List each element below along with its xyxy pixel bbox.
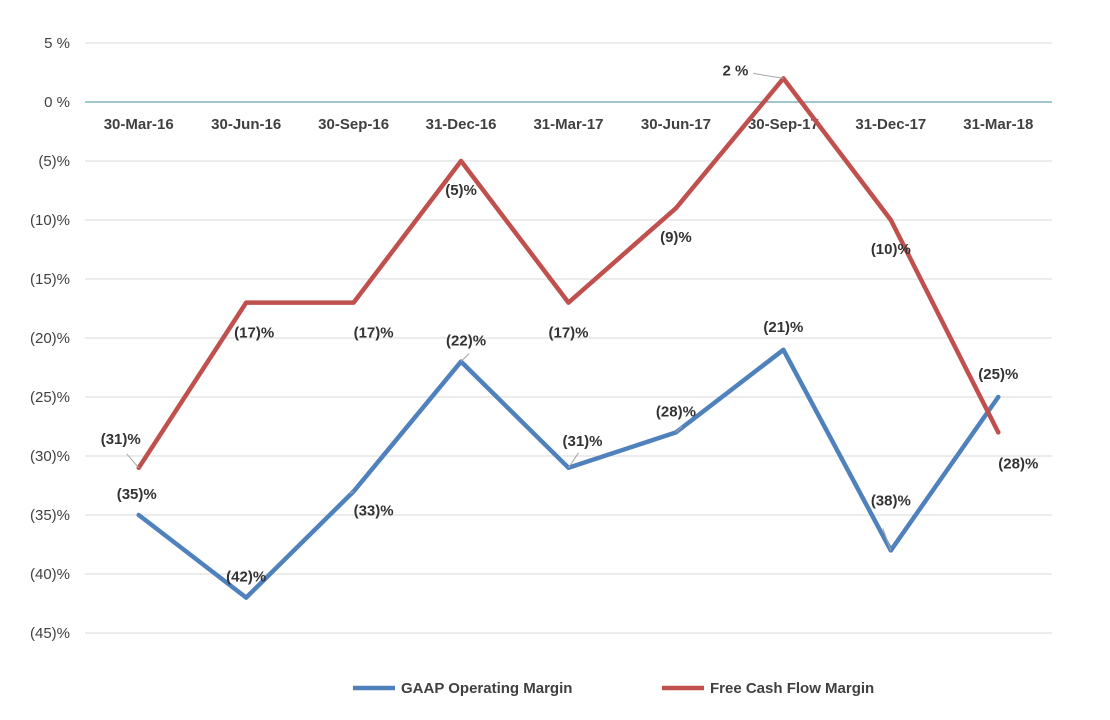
label-leader-line — [882, 528, 892, 551]
data-point — [566, 300, 571, 305]
data-label: (17)% — [548, 325, 588, 342]
x-tick-label: 30-Jun-16 — [211, 116, 281, 133]
data-label: (28)% — [998, 455, 1038, 472]
data-label: (17)% — [234, 325, 274, 342]
x-tick-label: 31-Dec-16 — [426, 116, 497, 133]
y-tick-label: (25)% — [30, 389, 70, 406]
label-leader-line — [460, 353, 470, 362]
y-tick-label: (10)% — [30, 212, 70, 229]
data-labels: (35)% (42)% (33)% (22)% (31)% (28)% (21)% (38)%… — [101, 62, 1039, 585]
label-leader-line — [675, 426, 683, 433]
x-tick-label: 30-Sep-16 — [318, 116, 389, 133]
y-tick-label: (35)% — [30, 507, 70, 524]
x-axis: 30-Mar-16 30-Jun-16 30-Sep-16 31-Dec-16 31-M… — [85, 101, 1052, 133]
y-tick-label: (15)% — [30, 271, 70, 288]
label-leader-line — [126, 453, 140, 469]
legend: GAAP Operating Margin Free Cash Flow Marg… — [353, 680, 874, 697]
gridlines — [85, 42, 1052, 634]
data-label: (28)% — [656, 403, 696, 420]
y-tick-label: (45)% — [30, 625, 70, 642]
data-point — [781, 347, 786, 352]
data-label: (10)% — [871, 241, 911, 258]
data-point — [136, 513, 141, 517]
data-label: (5)% — [445, 182, 477, 199]
data-point — [459, 159, 464, 163]
x-tick-label: 31-Mar-17 — [533, 116, 603, 133]
x-tick-label: 30-Jun-17 — [641, 116, 711, 133]
label-leader-line — [568, 452, 579, 469]
data-label: (9)% — [660, 229, 692, 246]
x-tick-label: 31-Dec-17 — [855, 116, 926, 133]
data-label: (31)% — [101, 431, 141, 448]
y-tick-label: (5)% — [38, 153, 70, 170]
y-tick-label: 0 % — [44, 94, 70, 111]
data-label: (38)% — [871, 492, 911, 509]
data-label: (22)% — [446, 333, 486, 350]
data-point — [996, 430, 1001, 435]
data-label: (21)% — [763, 319, 803, 336]
x-tick-label: 30-Sep-17 — [748, 116, 819, 133]
data-point — [996, 395, 1001, 399]
data-label: (35)% — [117, 486, 157, 503]
x-tick-label: 31-Mar-18 — [963, 116, 1033, 133]
data-point — [673, 206, 678, 211]
data-label: (17)% — [354, 325, 394, 342]
y-tick-label: (40)% — [30, 566, 70, 583]
data-point — [244, 595, 249, 600]
label-leader-line — [349, 490, 354, 494]
y-axis: 5 % 0 % (5)% (10)% (15)% (20)% (25)% (30)% (35)%… — [30, 35, 70, 642]
legend-label: Free Cash Flow Margin — [710, 680, 874, 697]
label-leader-line — [753, 72, 784, 79]
series-line-free-cash-flow-margin — [136, 76, 1001, 471]
data-label: (31)% — [562, 433, 602, 450]
y-tick-label: (20)% — [30, 330, 70, 347]
legend-label: GAAP Operating Margin — [401, 680, 572, 697]
y-tick-label: (30)% — [30, 448, 70, 465]
legend-item: Free Cash Flow Margin — [662, 680, 874, 697]
data-label: (42)% — [226, 569, 266, 586]
series-line-gaap-operating-margin — [136, 347, 1001, 600]
x-tick-label: 30-Mar-16 — [104, 116, 174, 133]
data-label: (25)% — [978, 366, 1018, 383]
data-point — [351, 300, 356, 305]
y-tick-label: 5 % — [44, 35, 70, 52]
data-point — [888, 218, 893, 222]
data-point — [244, 300, 249, 305]
data-label: 2 % — [722, 62, 748, 79]
data-label: (33)% — [354, 502, 394, 519]
legend-item: GAAP Operating Margin — [353, 680, 572, 697]
